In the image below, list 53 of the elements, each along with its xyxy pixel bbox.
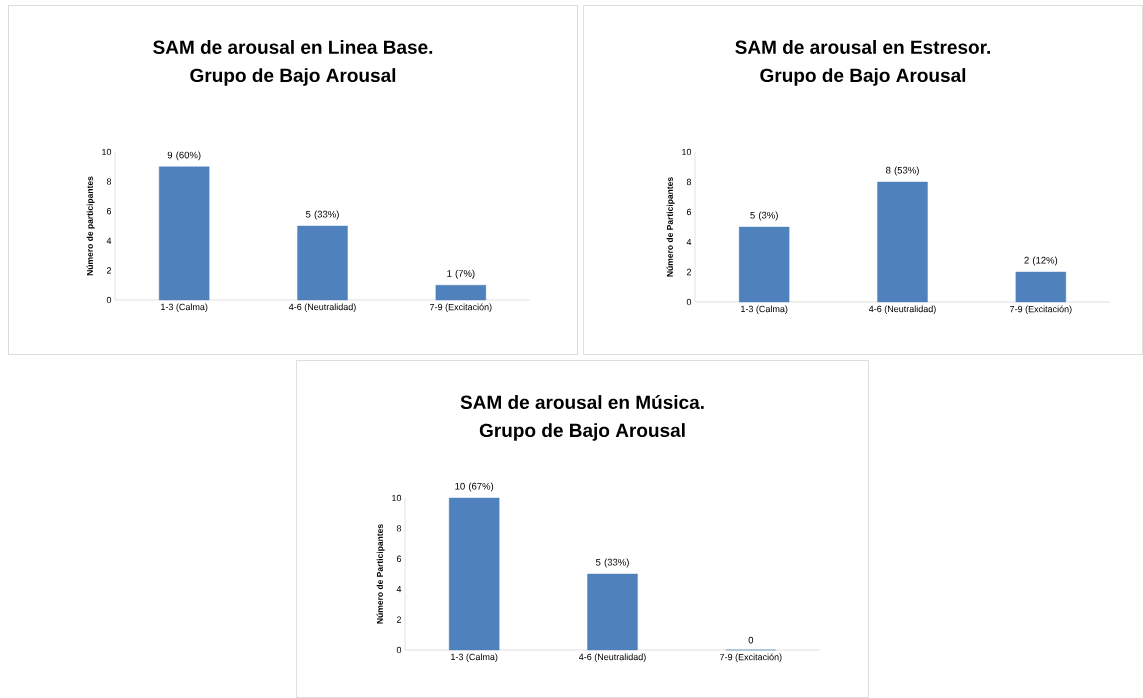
chart-subtitle: Grupo de Bajo Arousal (479, 423, 685, 441)
y-tick-label: 0 (686, 298, 692, 306)
data-label: 5 (33%) (305, 210, 339, 220)
x-tick-label: 4-6 (Neutralidad) (288, 303, 356, 312)
y-tick-label: 10 (392, 494, 402, 502)
chart-title: SAM de arousal en Música. (460, 394, 704, 410)
bar (587, 573, 638, 651)
data-label: 9 (60%) (167, 151, 201, 161)
data-label: 8 (53%) (886, 166, 919, 176)
x-tick-label: 1-3 (Calma) (161, 303, 208, 312)
data-label: 0 (748, 636, 754, 644)
y-tick-label: 2 (396, 616, 402, 623)
y-axis-title: Número de Participantes (376, 524, 385, 624)
bar (435, 284, 487, 301)
y-tick-label: 0 (106, 296, 112, 304)
y-tick-label: 4 (106, 237, 112, 244)
y-tick-label: 2 (686, 268, 692, 276)
chart-subtitle: Grupo de Bajo Arousal (760, 68, 966, 86)
y-tick-label: 2 (106, 267, 112, 274)
data-label: 2 (12%) (1024, 256, 1058, 266)
y-tick-label: 6 (686, 208, 692, 216)
data-label: 5 (3%) (750, 211, 778, 221)
x-tick-label: 1-3 (Calma) (451, 653, 498, 662)
bar (877, 181, 928, 303)
y-tick-label: 8 (396, 525, 402, 532)
data-label: 10 (67%) (455, 482, 494, 492)
y-tick-label: 6 (106, 208, 112, 215)
bar (297, 225, 348, 301)
bar (158, 166, 210, 301)
bar (448, 497, 500, 651)
x-tick-label: 7-9 (Excitación) (430, 303, 492, 313)
y-tick-label: 10 (682, 148, 692, 156)
bar (738, 226, 790, 303)
y-axis-title: Número de Participantes (666, 177, 675, 277)
y-tick-label: 6 (396, 555, 402, 562)
y-tick-label: 10 (102, 148, 112, 156)
y-axis-title: Número de participantes (86, 176, 95, 276)
chart-title: SAM de arousal en Linea Base. (153, 40, 433, 54)
x-tick-label: 7-9 (Excitación) (720, 653, 782, 663)
x-tick-label: 1-3 (Calma) (741, 305, 788, 314)
x-tick-label: 4-6 (Neutralidad) (578, 653, 646, 662)
chart-subtitle: Grupo de Bajo Arousal (190, 68, 396, 86)
bar (1015, 271, 1067, 303)
y-tick-label: 4 (686, 238, 692, 246)
data-label: 5 (33%) (595, 558, 629, 568)
y-tick-label: 8 (686, 178, 692, 186)
y-tick-label: 4 (396, 586, 402, 593)
y-tick-label: 8 (106, 178, 112, 185)
x-tick-label: 7-9 (Excitación) (1010, 305, 1072, 315)
data-label: 1 (7%) (447, 269, 475, 279)
y-tick-label: 0 (396, 646, 402, 654)
x-tick-label: 4-6 (Neutralidad) (868, 305, 936, 314)
chart-title: SAM de arousal en Estresor. (735, 40, 990, 54)
